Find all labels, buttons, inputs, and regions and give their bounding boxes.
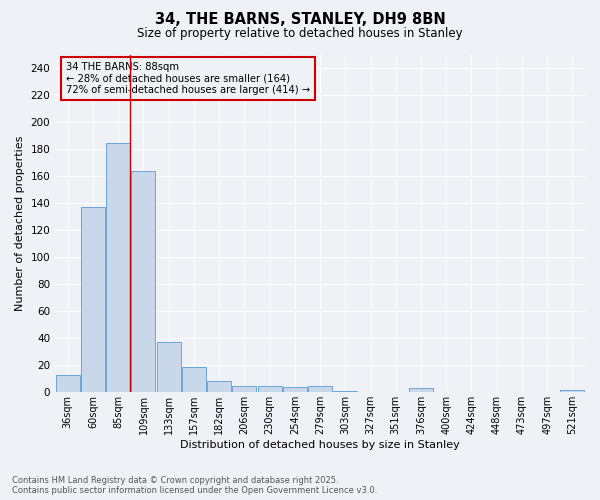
Bar xyxy=(56,375,80,392)
Bar xyxy=(334,391,357,392)
Bar xyxy=(232,386,256,392)
Bar xyxy=(257,386,281,392)
Bar xyxy=(308,386,332,392)
Bar xyxy=(157,342,181,392)
Bar xyxy=(560,390,584,392)
Text: 34, THE BARNS, STANLEY, DH9 8BN: 34, THE BARNS, STANLEY, DH9 8BN xyxy=(155,12,445,28)
X-axis label: Distribution of detached houses by size in Stanley: Distribution of detached houses by size … xyxy=(180,440,460,450)
Bar xyxy=(207,382,231,392)
Y-axis label: Number of detached properties: Number of detached properties xyxy=(15,136,25,312)
Text: Size of property relative to detached houses in Stanley: Size of property relative to detached ho… xyxy=(137,28,463,40)
Bar xyxy=(409,388,433,392)
Bar xyxy=(131,171,155,392)
Bar xyxy=(283,387,307,392)
Text: Contains HM Land Registry data © Crown copyright and database right 2025.
Contai: Contains HM Land Registry data © Crown c… xyxy=(12,476,377,495)
Text: 34 THE BARNS: 88sqm
← 28% of detached houses are smaller (164)
72% of semi-detac: 34 THE BARNS: 88sqm ← 28% of detached ho… xyxy=(66,62,310,95)
Bar xyxy=(106,142,130,392)
Bar xyxy=(182,366,206,392)
Bar xyxy=(81,208,105,392)
